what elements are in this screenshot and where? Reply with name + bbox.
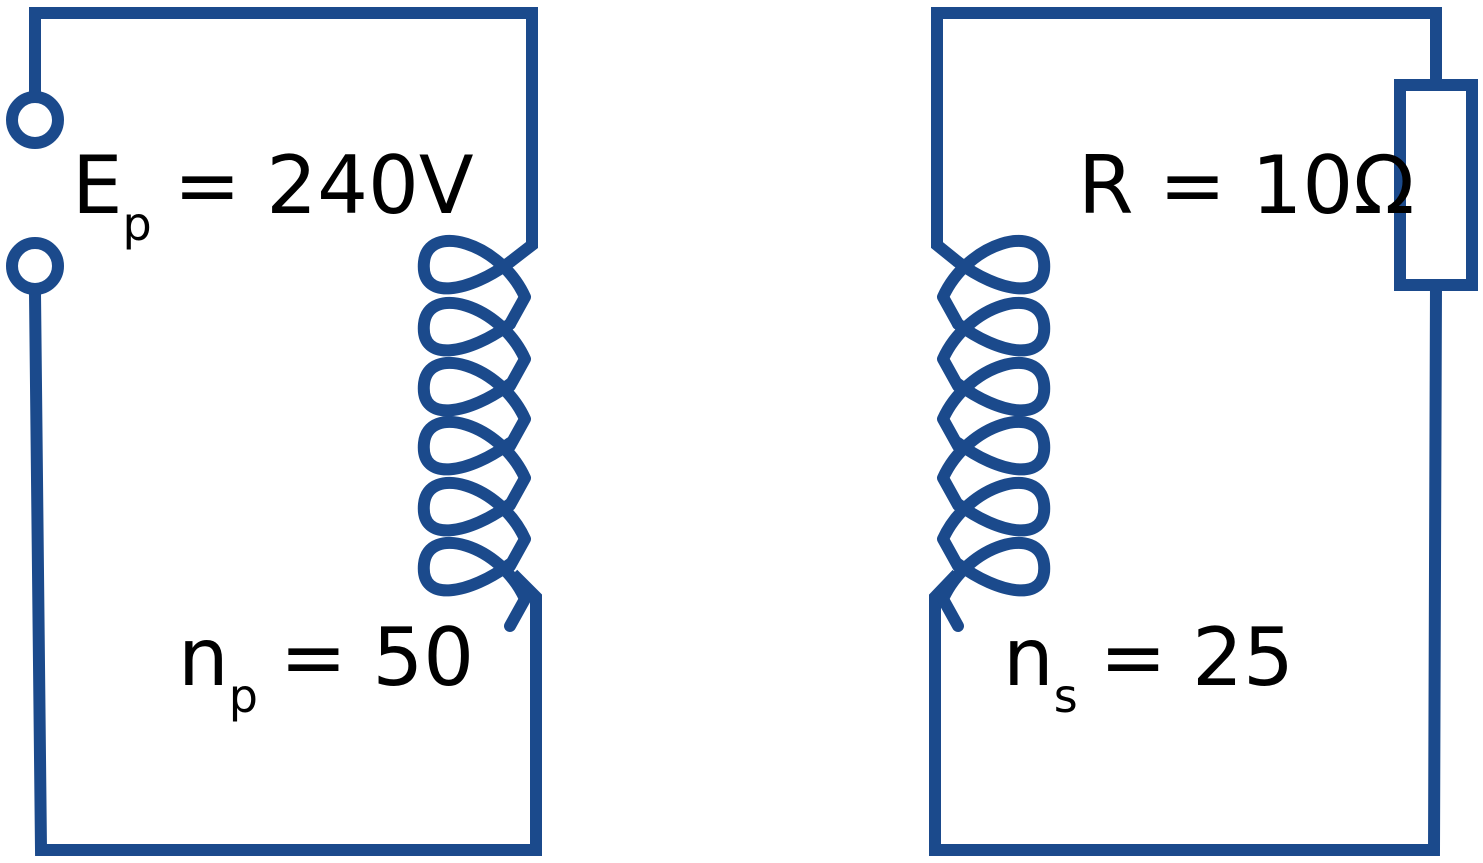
primary-turns-label: np = 50 [178, 611, 474, 723]
primary-voltage-label: Ep = 240V [72, 139, 474, 251]
coil-loop [937, 536, 1051, 632]
primary-turns-value: = 50 [280, 611, 474, 704]
coil-loop [417, 356, 531, 452]
coil-loop [417, 415, 531, 511]
primary-voltage-symbol: E [72, 139, 123, 232]
coil-loop [937, 296, 1051, 392]
coil-loop [417, 296, 531, 392]
primary-turns-symbol: n [178, 611, 229, 704]
coil-loop [417, 536, 531, 632]
primary-wire-bottom [29, 292, 542, 856]
resistance-label: R = 10Ω [1078, 139, 1414, 232]
secondary-turns-subscript: s [1054, 669, 1078, 723]
primary-voltage-subscript: p [123, 197, 152, 251]
secondary-turns-symbol: n [1003, 611, 1054, 704]
secondary-wire-top [931, 7, 1442, 267]
primary-coil [417, 234, 531, 632]
primary-terminal-bottom [6, 237, 64, 295]
secondary-turns-value: = 25 [1100, 611, 1294, 704]
coil-loop [937, 356, 1051, 452]
secondary-turns-label: ns = 25 [1003, 611, 1294, 723]
primary-turns-subscript: p [229, 669, 258, 723]
primary-voltage-value: = 240V [174, 139, 474, 232]
coil-loop [417, 476, 531, 572]
primary-terminal-top [6, 91, 64, 149]
primary-wire-top [29, 7, 538, 267]
primary-circuit [6, 7, 542, 856]
secondary-coil [937, 234, 1051, 632]
coil-loop [937, 415, 1051, 511]
resistor [1394, 79, 1478, 291]
coil-loop [937, 234, 1051, 330]
secondary-circuit [929, 7, 1478, 856]
coil-loop [417, 234, 531, 330]
coil-loop [937, 476, 1051, 572]
